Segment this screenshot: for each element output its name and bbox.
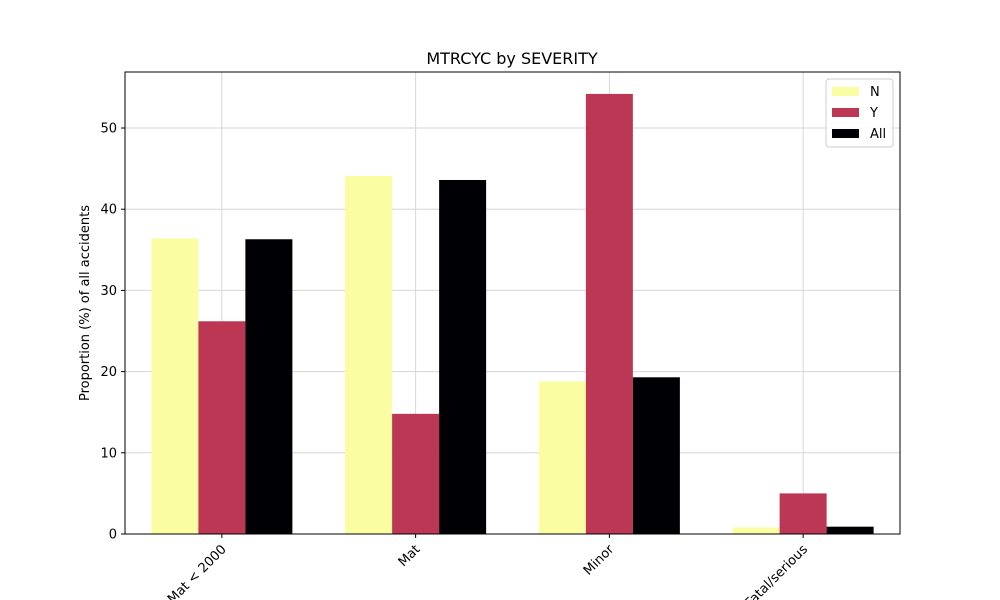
y-tick-label: 30 — [100, 284, 117, 299]
bar-y-0 — [198, 321, 246, 534]
legend-label-all: All — [870, 127, 886, 142]
x-tick-label: Mat < 2000 — [165, 542, 230, 600]
y-tick-label: 20 — [100, 365, 117, 380]
y-tick-label: 10 — [100, 446, 117, 461]
bar-n-2 — [538, 381, 586, 534]
x-tick-label: Minor — [581, 542, 618, 579]
bar-all-1 — [439, 179, 487, 535]
bar-y-2 — [585, 93, 633, 534]
y-axis-label: Proportion (%) of all accidents — [78, 205, 93, 401]
bar-y-3 — [779, 493, 827, 534]
bar-n-3 — [732, 527, 780, 534]
bar-all-3 — [826, 526, 874, 534]
legend-label-y: Y — [869, 106, 878, 121]
plot-frame — [124, 71, 901, 535]
x-tick-label: Fatal/serious — [742, 542, 811, 600]
chart-title: MTRCYC by SEVERITY — [426, 49, 598, 68]
legend-label-n: N — [870, 85, 880, 100]
y-tick-label: 40 — [100, 203, 117, 218]
y-tick-label: 50 — [100, 122, 117, 137]
x-tick-label: Mat — [396, 542, 424, 570]
legend-swatch-n — [832, 87, 859, 96]
bar-n-1 — [345, 175, 393, 535]
bar-all-2 — [632, 377, 680, 534]
legend-swatch-y — [832, 108, 859, 117]
bar-y-1 — [392, 413, 440, 534]
bar-n-0 — [151, 238, 199, 535]
bars — [151, 93, 874, 535]
legend-swatch-all — [832, 129, 859, 138]
y-tick-label: 0 — [109, 528, 117, 543]
bar-all-0 — [245, 239, 293, 535]
legend: NY All — [825, 78, 894, 148]
